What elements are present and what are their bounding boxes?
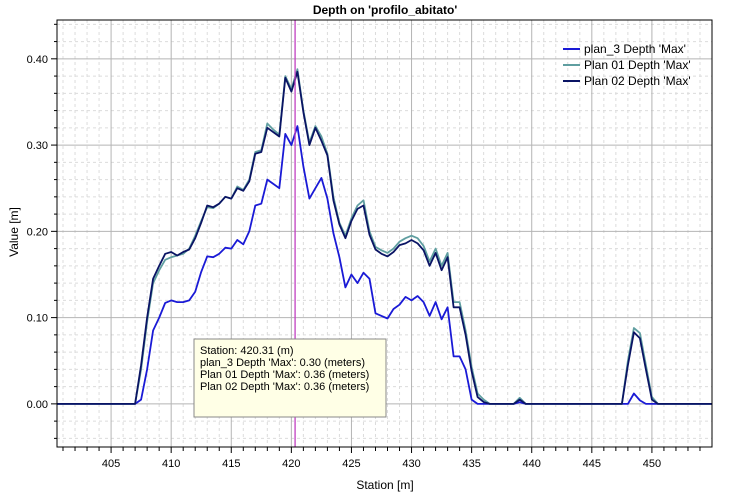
plot-frame [56, 19, 713, 448]
tooltip-line-plan-02: Plan 02 Depth 'Max': 0.36 (meters) [200, 381, 369, 393]
y-tick-label: 0.30 [27, 140, 48, 152]
cursor-tooltip: Station: 420.31 (m) plan_3 Depth 'Max': … [193, 338, 387, 418]
x-tick-label: 440 [523, 458, 541, 470]
x-tick-label: 405 [102, 458, 120, 470]
y-axis-label: Value [m] [7, 207, 21, 257]
tooltip-line-station: Station: 420.31 (m) [200, 345, 294, 357]
series-layer [57, 68, 712, 405]
tooltip-line-plan-3: plan_3 Depth 'Max': 0.30 (meters) [200, 357, 365, 369]
legend: plan_3 Depth 'Max' Plan 01 Depth 'Max' Pla… [563, 42, 691, 88]
x-axis-label: Station [m] [356, 478, 413, 492]
series-line-plan-3-depth-max [57, 125, 712, 405]
legend-label-plan-02-depth-max: Plan 02 Depth 'Max' [584, 74, 691, 88]
chart-title: Depth on 'profilo_abitato' [313, 3, 458, 17]
x-tick-label: 425 [342, 458, 360, 470]
tooltip-box [193, 338, 387, 418]
tick-labels: 405 410 415 420 425 430 435 440 445 450 0.00 0.10 0.… [27, 54, 662, 470]
y-tick-label: 0.00 [27, 399, 48, 411]
series-line-plan-02-depth-max [57, 70, 712, 405]
y-tick-label: 0.10 [27, 313, 48, 325]
x-tick-label: 410 [162, 458, 180, 470]
tooltip-line-plan-01: Plan 01 Depth 'Max': 0.36 (meters) [200, 369, 369, 381]
x-tick-label: 420 [282, 458, 300, 470]
x-tick-label: 435 [462, 458, 480, 470]
y-tick-label: 0.40 [27, 54, 48, 66]
y-tick-label: 0.20 [27, 226, 48, 238]
x-tick-label: 415 [222, 458, 240, 470]
major-grid [57, 20, 712, 447]
x-tick-label: 430 [402, 458, 420, 470]
legend-label-plan-01-depth-max: Plan 01 Depth 'Max' [584, 58, 691, 72]
x-tick-label: 450 [643, 458, 661, 470]
legend-label-plan-3-depth-max: plan_3 Depth 'Max' [584, 42, 686, 56]
x-tick-label: 445 [583, 458, 601, 470]
